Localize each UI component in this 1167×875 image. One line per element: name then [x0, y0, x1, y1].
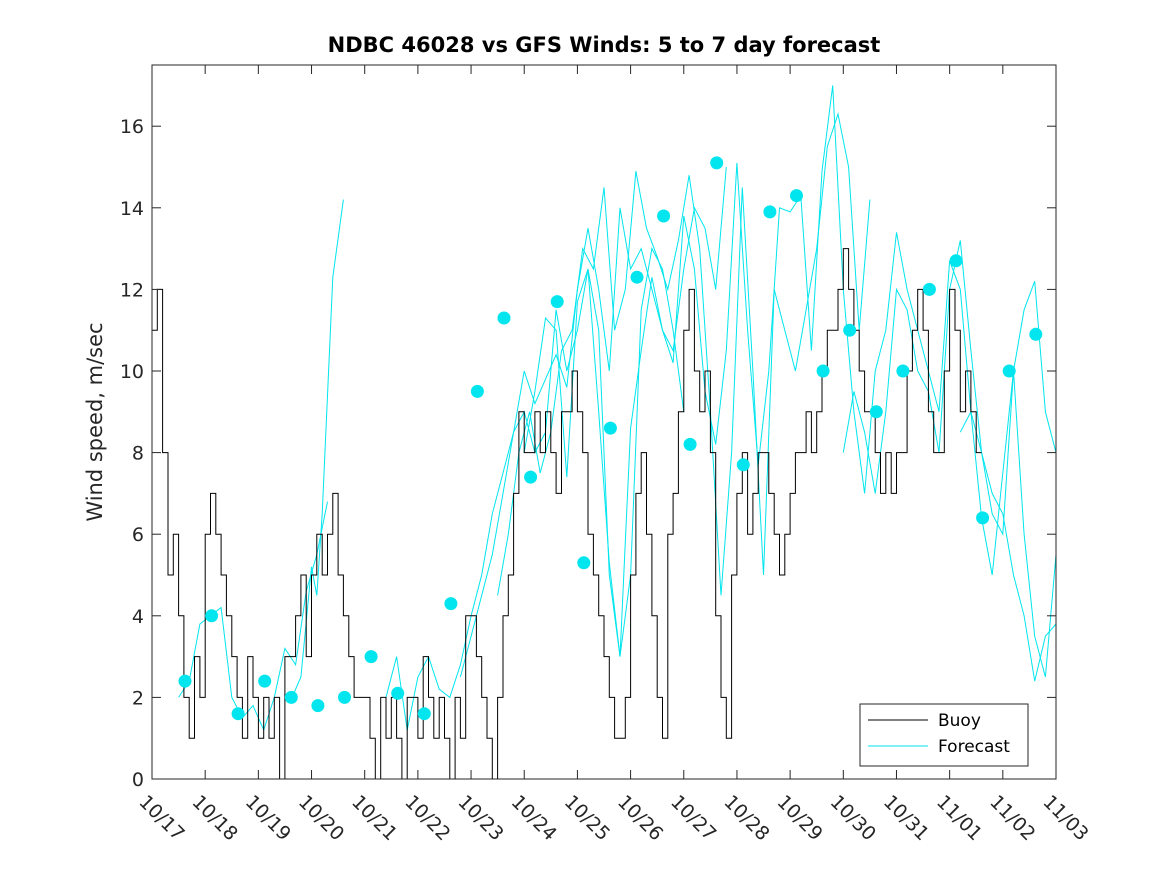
forecast-marker [922, 282, 936, 296]
y-tick-label: 8 [132, 443, 144, 465]
forecast-marker [311, 699, 325, 713]
axes-box [151, 64, 1057, 780]
y-tick-label: 16 [120, 116, 144, 138]
forecast-markers-group [178, 156, 1043, 721]
y-tick-label: 12 [120, 279, 144, 301]
forecast-marker [231, 707, 245, 721]
y-tick-label: 10 [120, 361, 144, 383]
forecast-marker [657, 209, 671, 223]
forecast-marker [391, 686, 405, 700]
forecast-marker [338, 690, 351, 704]
forecast-marker [630, 270, 644, 284]
forecast-marker [763, 205, 777, 219]
forecast-marker [524, 470, 538, 484]
forecast-marker [949, 254, 963, 268]
forecast-line-2 [289, 199, 344, 702]
y-axis-label: Wind speed, m/sec [83, 322, 107, 521]
y-tick-label: 2 [132, 687, 144, 709]
legend-forecast-label: Forecast [938, 737, 1010, 757]
legend: Buoy Forecast [859, 703, 1029, 767]
forecast-marker [284, 690, 298, 704]
forecast-marker [896, 364, 910, 378]
chart-title: NDBC 46028 vs GFS Winds: 5 to 7 day fore… [328, 33, 881, 57]
forecast-marker [470, 384, 484, 398]
forecast-marker [178, 674, 192, 688]
legend-box [859, 703, 1029, 767]
forecast-marker [364, 650, 378, 664]
forecast-line-4 [459, 166, 727, 678]
forecast-marker [444, 597, 458, 611]
forecast-marker [869, 405, 883, 419]
forecast-marker [710, 156, 724, 170]
forecast-marker [497, 311, 511, 325]
forecast-marker [417, 707, 431, 721]
forecast-line-1 [178, 501, 328, 732]
buoy-series-group [152, 248, 982, 780]
y-tick-label: 0 [132, 769, 144, 791]
legend-buoy-label: Buoy [938, 711, 981, 731]
forecast-marker [550, 295, 564, 309]
plot-area [152, 65, 1056, 779]
y-tick-label: 14 [120, 198, 144, 220]
forecast-marker [603, 421, 617, 435]
forecast-marker [816, 364, 830, 378]
forecast-marker [577, 556, 591, 570]
forecast-marker [1029, 327, 1043, 341]
buoy-line [152, 248, 982, 780]
forecast-marker [736, 458, 750, 472]
forecast-marker [790, 189, 803, 203]
forecast-marker [683, 437, 697, 451]
forecast-marker [205, 609, 219, 623]
forecast-marker [258, 674, 272, 688]
forecast-marker [843, 323, 857, 337]
forecast-marker [976, 511, 990, 525]
y-tick-label: 6 [132, 524, 144, 546]
y-tick-label: 4 [132, 606, 144, 628]
forecast-marker [1002, 364, 1016, 378]
